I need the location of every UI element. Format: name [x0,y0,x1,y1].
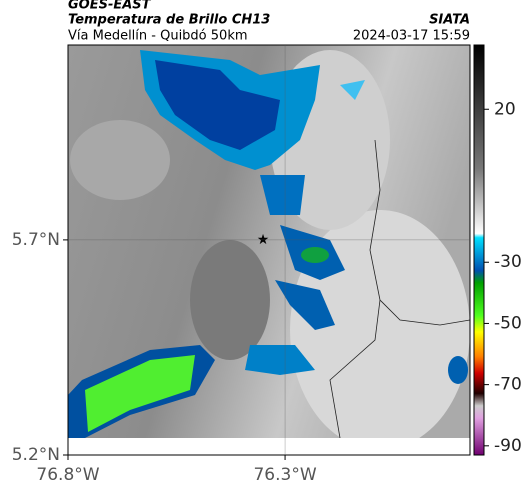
product-name: Temperatura de Brillo CH13 [68,13,270,28]
map-frame [67,44,471,456]
colorbar [473,44,485,456]
colorbar-tick-label: 20 [494,99,516,119]
y-tick-label: 5.7°N [12,230,60,250]
x-tick-label: 76.3°W [253,465,316,485]
satellite-name: GOES-EAST [68,0,152,13]
colorbar-tick-label: -70 [494,375,522,395]
colorbar-tick-label: -50 [494,313,522,333]
colorbar-tick-label: -90 [494,436,522,456]
y-tick-label: 5.2°N [12,445,60,465]
source: SIATA [429,13,470,28]
timestamp: 2024-03-17 15:59 [353,29,470,44]
colorbar-tick-label: -30 [494,252,522,272]
satellite-image: ★ [68,45,470,438]
region: Vía Medellín - Quibdó 50km [68,29,248,44]
x-tick-label: 76.8°W [36,465,99,485]
